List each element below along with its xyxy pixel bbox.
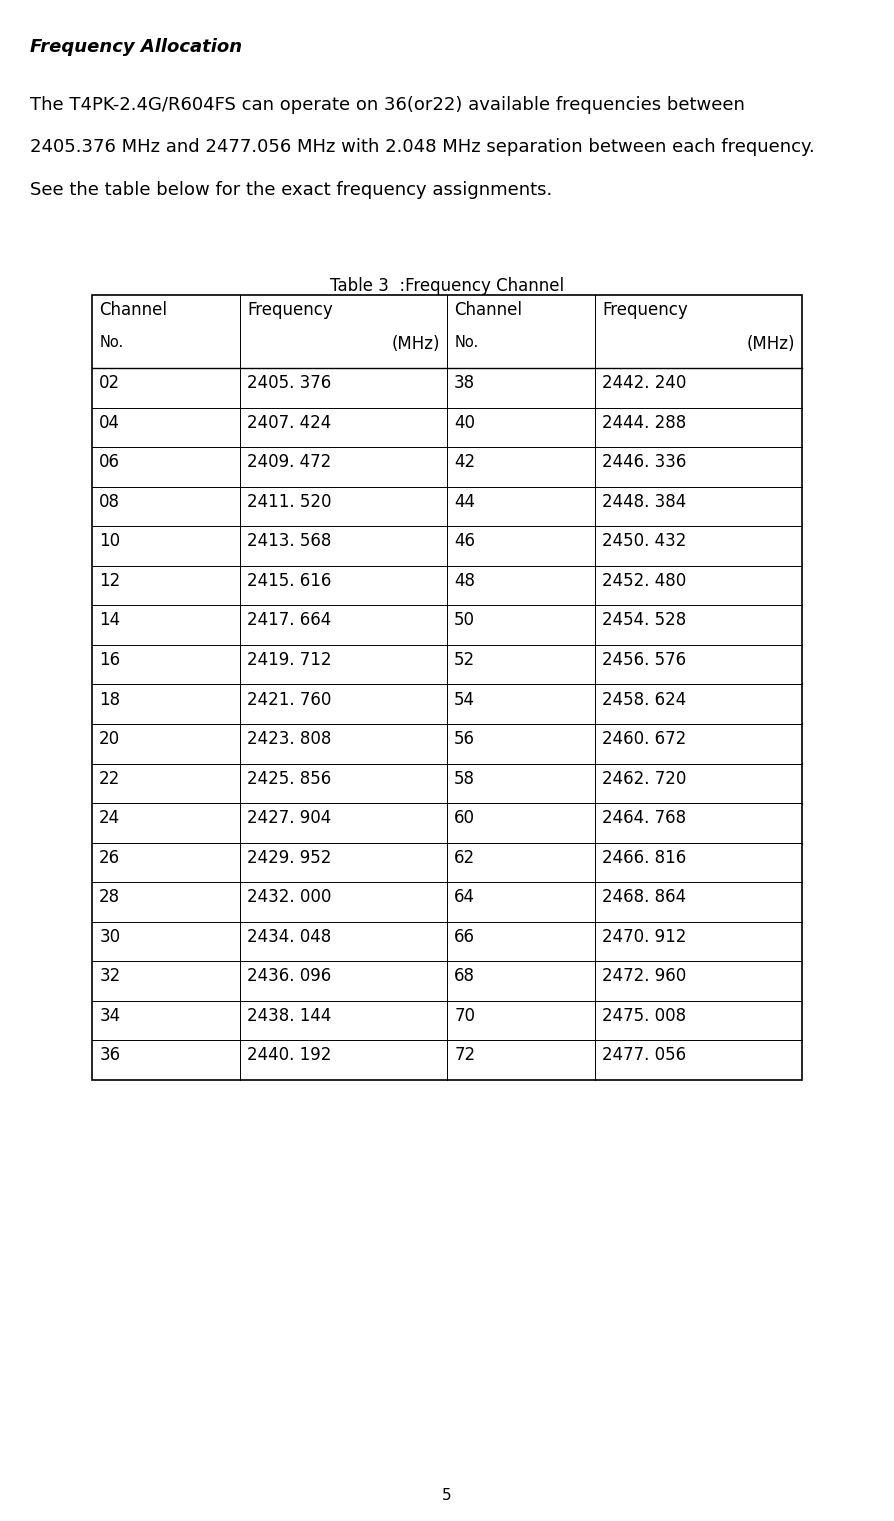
- Text: 5: 5: [443, 1488, 451, 1503]
- Text: 24: 24: [99, 809, 121, 827]
- Text: 38: 38: [454, 374, 476, 392]
- Text: 54: 54: [454, 691, 475, 709]
- Text: 56: 56: [454, 730, 475, 748]
- Text: 06: 06: [99, 453, 120, 472]
- Text: 2429. 952: 2429. 952: [247, 849, 332, 867]
- Text: 2466. 816: 2466. 816: [602, 849, 687, 867]
- Text: Channel: Channel: [99, 301, 167, 319]
- Text: 2468. 864: 2468. 864: [602, 888, 687, 907]
- Text: (MHz): (MHz): [392, 335, 440, 353]
- Text: 46: 46: [454, 532, 475, 551]
- Text: 2456. 576: 2456. 576: [602, 651, 687, 669]
- Text: 02: 02: [99, 374, 121, 392]
- Text: 62: 62: [454, 849, 476, 867]
- Text: 04: 04: [99, 414, 120, 432]
- Text: 36: 36: [99, 1046, 121, 1065]
- Text: 2438. 144: 2438. 144: [247, 1007, 332, 1025]
- Text: 60: 60: [454, 809, 475, 827]
- Text: 52: 52: [454, 651, 476, 669]
- Text: 2417. 664: 2417. 664: [247, 611, 332, 630]
- Text: 2475. 008: 2475. 008: [602, 1007, 687, 1025]
- Text: Frequency: Frequency: [602, 301, 687, 319]
- Text: 2444. 288: 2444. 288: [602, 414, 687, 432]
- Text: 2434. 048: 2434. 048: [247, 928, 332, 946]
- Text: 2405.376 MHz and 2477.056 MHz with 2.048 MHz separation between each frequency.: 2405.376 MHz and 2477.056 MHz with 2.048…: [30, 138, 815, 157]
- Text: 2423. 808: 2423. 808: [247, 730, 332, 748]
- Text: 2452. 480: 2452. 480: [602, 572, 687, 590]
- Text: 66: 66: [454, 928, 475, 946]
- Text: 08: 08: [99, 493, 120, 511]
- Text: Table 3  :Frequency Channel: Table 3 :Frequency Channel: [330, 277, 564, 295]
- Text: 48: 48: [454, 572, 475, 590]
- Text: 30: 30: [99, 928, 121, 946]
- Text: See the table below for the exact frequency assignments.: See the table below for the exact freque…: [30, 181, 552, 199]
- Text: 2470. 912: 2470. 912: [602, 928, 687, 946]
- Text: 40: 40: [454, 414, 475, 432]
- Text: 26: 26: [99, 849, 121, 867]
- Text: 42: 42: [454, 453, 476, 472]
- Text: 2448. 384: 2448. 384: [602, 493, 687, 511]
- Text: 2415. 616: 2415. 616: [247, 572, 332, 590]
- Text: 2462. 720: 2462. 720: [602, 770, 687, 788]
- Text: 50: 50: [454, 611, 475, 630]
- Text: No.: No.: [454, 335, 478, 350]
- Text: 2460. 672: 2460. 672: [602, 730, 687, 748]
- Text: 2425. 856: 2425. 856: [247, 770, 332, 788]
- Text: 2405. 376: 2405. 376: [247, 374, 332, 392]
- Text: 10: 10: [99, 532, 121, 551]
- Text: 2454. 528: 2454. 528: [602, 611, 687, 630]
- Text: 32: 32: [99, 967, 121, 986]
- Text: (MHz): (MHz): [746, 335, 795, 353]
- Text: 18: 18: [99, 691, 121, 709]
- Text: 2472. 960: 2472. 960: [602, 967, 687, 986]
- Text: Frequency: Frequency: [247, 301, 333, 319]
- Text: 2419. 712: 2419. 712: [247, 651, 332, 669]
- Text: 2407. 424: 2407. 424: [247, 414, 332, 432]
- Text: 2436. 096: 2436. 096: [247, 967, 332, 986]
- Text: 2450. 432: 2450. 432: [602, 532, 687, 551]
- Text: Channel: Channel: [454, 301, 522, 319]
- Text: 2442. 240: 2442. 240: [602, 374, 687, 392]
- Text: 64: 64: [454, 888, 475, 907]
- Text: 14: 14: [99, 611, 121, 630]
- Text: 2421. 760: 2421. 760: [247, 691, 332, 709]
- Text: 16: 16: [99, 651, 121, 669]
- Text: 2409. 472: 2409. 472: [247, 453, 332, 472]
- Text: The T4PK-2.4G/R604FS can operate on 36(or22) available frequencies between: The T4PK-2.4G/R604FS can operate on 36(o…: [30, 96, 746, 114]
- Text: 12: 12: [99, 572, 121, 590]
- Text: 68: 68: [454, 967, 475, 986]
- Text: 70: 70: [454, 1007, 475, 1025]
- Bar: [92, 295, 802, 1080]
- Text: 20: 20: [99, 730, 121, 748]
- Text: 28: 28: [99, 888, 121, 907]
- Text: Frequency Allocation: Frequency Allocation: [30, 38, 242, 56]
- Text: 2432. 000: 2432. 000: [247, 888, 332, 907]
- Text: 34: 34: [99, 1007, 121, 1025]
- Text: 2464. 768: 2464. 768: [602, 809, 687, 827]
- Text: 44: 44: [454, 493, 475, 511]
- Text: 22: 22: [99, 770, 121, 788]
- Text: 2440. 192: 2440. 192: [247, 1046, 332, 1065]
- Text: 2413. 568: 2413. 568: [247, 532, 332, 551]
- Text: 2446. 336: 2446. 336: [602, 453, 687, 472]
- Text: 2427. 904: 2427. 904: [247, 809, 332, 827]
- Text: 2411. 520: 2411. 520: [247, 493, 332, 511]
- Text: 2477. 056: 2477. 056: [602, 1046, 687, 1065]
- Text: No.: No.: [99, 335, 123, 350]
- Text: 72: 72: [454, 1046, 476, 1065]
- Text: 58: 58: [454, 770, 475, 788]
- Text: 2458. 624: 2458. 624: [602, 691, 687, 709]
